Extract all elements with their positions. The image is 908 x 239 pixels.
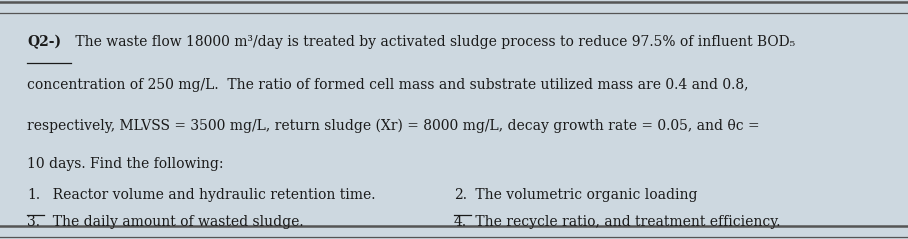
Text: The waste flow 18000 m³/day is treated by activated sludge process to reduce 97.: The waste flow 18000 m³/day is treated b… — [71, 35, 795, 49]
Text: 1.: 1. — [27, 188, 40, 202]
Text: 10 days. Find the following:: 10 days. Find the following: — [27, 157, 223, 171]
Text: 3.: 3. — [27, 215, 40, 229]
Text: Q2-): Q2-) — [27, 35, 62, 49]
Text: Reactor volume and hydraulic retention time.: Reactor volume and hydraulic retention t… — [44, 188, 376, 202]
Text: concentration of 250 mg/L.  The ratio of formed cell mass and substrate utilized: concentration of 250 mg/L. The ratio of … — [27, 78, 749, 92]
Text: 4.: 4. — [454, 215, 467, 229]
Text: The volumetric organic loading: The volumetric organic loading — [470, 188, 697, 202]
Text: 2.: 2. — [454, 188, 467, 202]
Text: respectively, MLVSS = 3500 mg/L, return sludge (Xr) = 8000 mg/L, decay growth ra: respectively, MLVSS = 3500 mg/L, return … — [27, 118, 760, 133]
Text: The recycle ratio, and treatment efficiency.: The recycle ratio, and treatment efficie… — [471, 215, 781, 229]
Text: The daily amount of wasted sludge.: The daily amount of wasted sludge. — [44, 215, 303, 229]
